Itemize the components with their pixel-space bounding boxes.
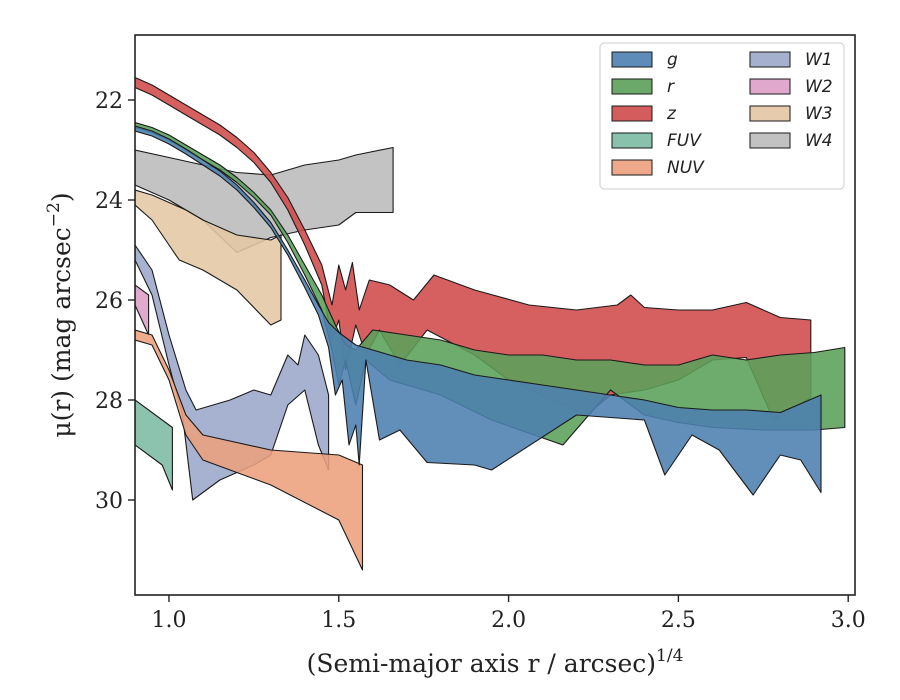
plot-frame xyxy=(134,34,856,596)
x-axis: 1.0 1.5 2.0 2.5 3.0 xyxy=(151,595,866,633)
x-tick-label: 1.5 xyxy=(321,608,356,633)
legend-swatch-w4 xyxy=(749,132,791,149)
legend-label-w1: W1 xyxy=(805,50,833,70)
legend-label-z: z xyxy=(666,104,677,124)
x-axis-label: (Semi-major axis r / arcsec)1/4 xyxy=(307,646,684,678)
y-axis-label: μ(r) (mag arcsec−2) xyxy=(44,192,76,437)
y-tick-label: 22 xyxy=(95,89,123,114)
x-tick-label: 1.0 xyxy=(151,608,186,633)
y-tick-label: 26 xyxy=(95,289,123,314)
legend-swatch-w2 xyxy=(749,78,791,95)
y-tick-label: 24 xyxy=(95,189,123,214)
legend-label-w2: W2 xyxy=(805,77,833,97)
legend-label-fuv: FUV xyxy=(667,131,702,151)
band-w2 xyxy=(135,284,150,336)
legend-label-g: g xyxy=(667,50,678,70)
legend-swatch-r xyxy=(611,78,653,95)
x-tick-label: 2.5 xyxy=(661,608,696,633)
legend-label-w3: W3 xyxy=(805,104,833,124)
legend-label-nuv: NUV xyxy=(667,158,705,178)
legend: grz FUV NUV W1 W2 W3 W4 xyxy=(599,42,845,190)
y-axis-label-exponent: −2 xyxy=(44,202,64,227)
band-g xyxy=(135,125,822,496)
y-axis-label-suffix: ) xyxy=(47,192,76,202)
band-w3 xyxy=(135,189,282,326)
y-tick-label: 30 xyxy=(95,489,123,514)
y-tick-label: 28 xyxy=(95,389,123,414)
legend-swatch-g xyxy=(611,51,653,68)
x-tick-label: 3.0 xyxy=(831,608,866,633)
y-axis: 22 24 26 28 30 xyxy=(95,89,135,514)
y-axis-label-text: μ(r) (mag arcsec xyxy=(47,227,76,437)
x-tick-label: 2.0 xyxy=(491,608,526,633)
legend-swatch-fuv xyxy=(611,132,653,149)
legend-label-w4: W4 xyxy=(805,131,833,151)
legend-swatch-nuv xyxy=(611,159,653,176)
legend-label-r: r xyxy=(667,77,675,97)
legend-swatch-w3 xyxy=(749,105,791,122)
x-axis-label-exponent: 1/4 xyxy=(656,646,683,666)
band-nuv xyxy=(135,329,364,571)
legend-swatch-w1 xyxy=(749,51,791,68)
legend-swatch-z xyxy=(611,105,653,122)
band-fuv xyxy=(135,399,173,491)
chart-bands xyxy=(135,76,846,571)
x-axis-label-text: (Semi-major axis r / arcsec) xyxy=(307,649,656,678)
